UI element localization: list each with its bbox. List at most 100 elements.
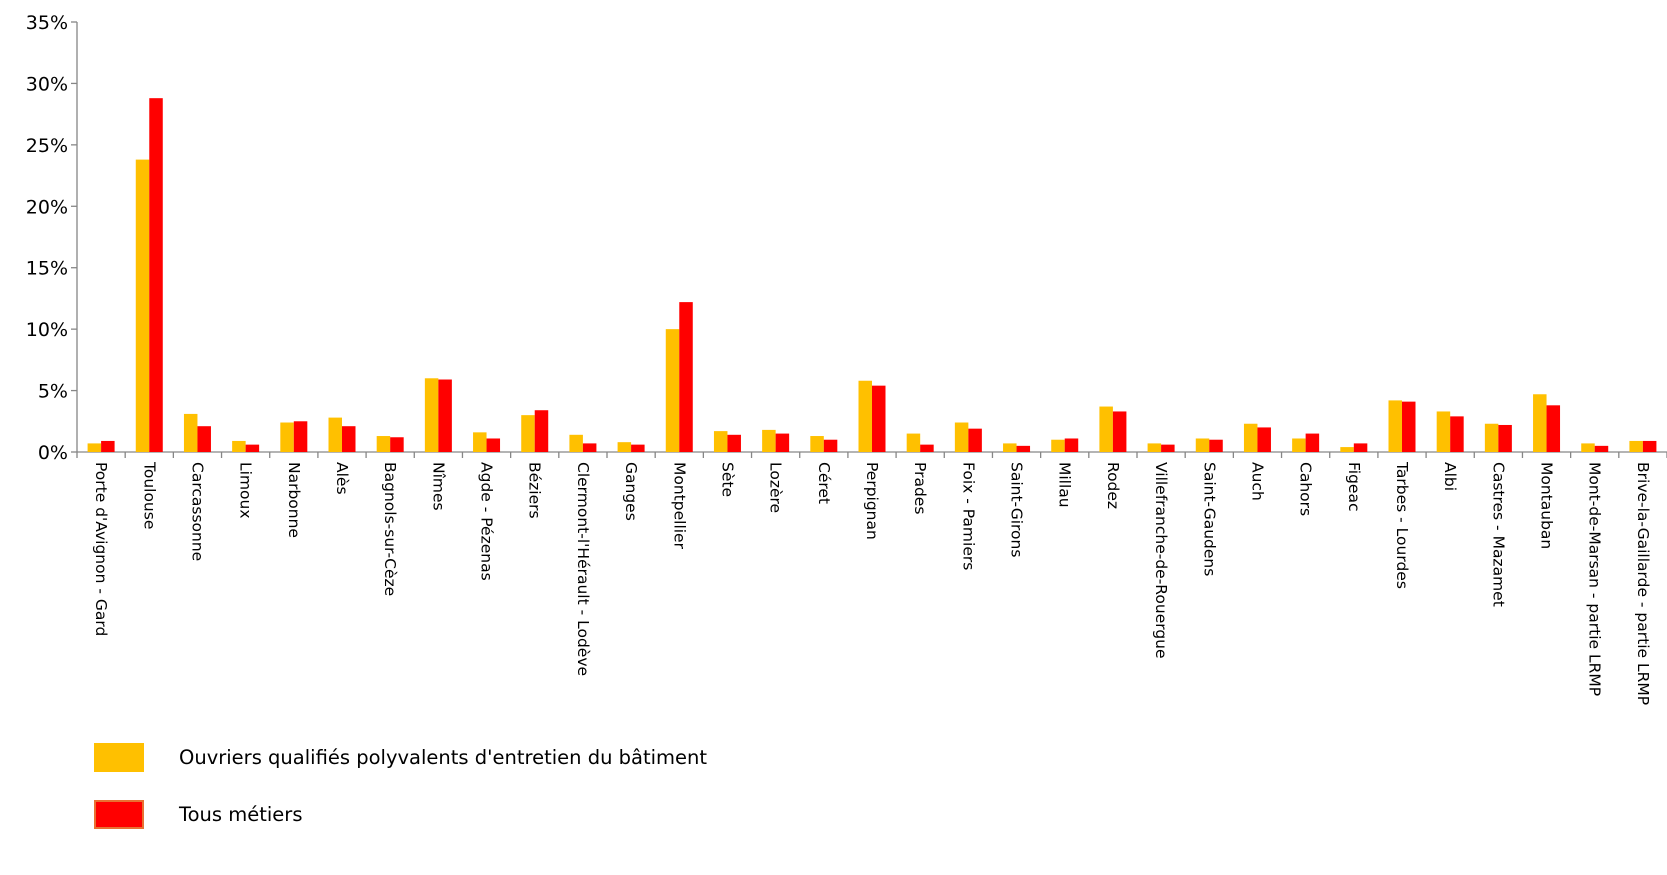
- bar-series-1: [810, 436, 824, 452]
- legend-label-series-2: Tous métiers: [179, 803, 303, 826]
- bar-series-1: [713, 431, 728, 452]
- legend-swatch-series-1: [94, 743, 144, 772]
- x-category-label: Millau: [1056, 462, 1074, 508]
- bar-series-2: [920, 444, 934, 452]
- bar-series-2: [486, 438, 501, 452]
- bar-series-1: [858, 380, 872, 452]
- bar-series-2: [968, 428, 982, 452]
- bar-series-2: [101, 440, 115, 452]
- bar-series-2: [1209, 439, 1223, 452]
- bar-series-1: [1629, 440, 1643, 452]
- bar-series-1: [569, 434, 583, 452]
- x-category-label: Agde - Pézenas: [478, 462, 496, 581]
- bar-series-2: [245, 444, 260, 452]
- x-category-label: Alès: [333, 462, 351, 495]
- bar-series-1: [1292, 438, 1306, 452]
- bar-series-2: [823, 439, 838, 452]
- x-category-label: Foix - Pamiers: [959, 462, 977, 570]
- bar-series-1: [521, 415, 535, 452]
- x-category-label: Perpignan: [863, 462, 881, 540]
- bar-series-1: [280, 422, 294, 452]
- bar-series-2: [534, 410, 549, 452]
- bar-series-2: [197, 426, 211, 452]
- bar-series-2: [582, 443, 597, 452]
- y-tick-label: 25%: [26, 135, 68, 157]
- bar-series-1: [376, 436, 391, 452]
- bar-series-2: [1112, 411, 1127, 452]
- x-category-label: Narbonne: [285, 462, 303, 538]
- x-category-label: Lozère: [767, 462, 785, 513]
- x-category-label: Prades: [911, 462, 929, 514]
- bar-series-1: [665, 329, 680, 452]
- x-category-label: Nîmes: [429, 462, 447, 511]
- bar-series-1: [1484, 423, 1499, 452]
- bar-series-1: [1243, 423, 1258, 452]
- x-category-label: Clermont-l'Hérault - Lodève: [574, 462, 592, 676]
- bar-series-2: [149, 98, 163, 453]
- x-category-label: Sète: [718, 462, 736, 497]
- bar-series-1: [1051, 439, 1065, 452]
- legend-item-series-2: Tous métiers: [94, 797, 707, 832]
- x-category-label: Tarbes - Lourdes: [1393, 461, 1411, 589]
- bar-series-1: [1099, 406, 1113, 452]
- x-axis: [76, 451, 1667, 458]
- x-category-label: Béziers: [526, 462, 544, 519]
- bar-series-1: [135, 159, 150, 452]
- y-tick-label: 20%: [26, 196, 68, 218]
- x-category-label: Saint-Gaudens: [1200, 462, 1218, 576]
- bar-series-1: [473, 432, 487, 452]
- bar-series-2: [1257, 427, 1271, 452]
- bar-series-1: [1388, 400, 1402, 452]
- bar-series-2: [342, 426, 356, 452]
- bar-series-1: [1436, 411, 1451, 452]
- bar-series-1: [617, 442, 632, 452]
- y-tick-label: 15%: [26, 258, 68, 280]
- x-category-label: Brive-la-Gaillarde - partie LRMP: [1634, 462, 1652, 705]
- bar-series-1: [1195, 438, 1210, 452]
- bar-series-1: [1340, 447, 1354, 452]
- bar-series-2: [1450, 416, 1464, 452]
- bar-series-1: [1003, 443, 1017, 452]
- y-tick-label: 0%: [38, 442, 68, 464]
- x-category-label: Bagnols-sur-Cèze: [381, 462, 399, 596]
- x-category-label: Saint-Girons: [1008, 462, 1026, 557]
- x-category-label: Villefranche-de-Rouergue: [1152, 462, 1170, 659]
- bar-series-2: [775, 433, 790, 452]
- y-tick-label: 30%: [26, 73, 68, 95]
- x-category-label: Figeac: [1345, 462, 1363, 512]
- x-category-label: Toulouse: [140, 461, 158, 529]
- x-category-label: Montauban: [1538, 462, 1556, 549]
- bar-series-2: [1064, 438, 1079, 452]
- bar-series-2: [1546, 405, 1561, 452]
- category-labels: Porte d'Avignon - Gard Toulouse Carcassonn…: [92, 461, 1652, 705]
- bar-series-2: [872, 385, 886, 452]
- bar-series-1: [1147, 443, 1162, 452]
- x-category-label: Ganges: [622, 462, 640, 521]
- bar-series-1: [762, 429, 776, 452]
- bar-series-2: [1161, 444, 1175, 452]
- x-category-label: Castres - Mazamet: [1489, 462, 1507, 607]
- bar-series-2: [631, 444, 645, 452]
- bar-series-2: [1642, 440, 1657, 452]
- x-category-label: Rodez: [1104, 462, 1122, 509]
- y-axis: 0% 5% 10% 15% 20% 25% 30% 35%: [26, 12, 78, 464]
- y-tick-label: 5%: [38, 381, 68, 403]
- bars: [87, 98, 1657, 453]
- bar-series-1: [424, 378, 439, 452]
- bar-series-2: [390, 437, 404, 452]
- bar-series-2: [727, 434, 741, 452]
- bar-series-1: [1581, 443, 1595, 452]
- bar-series-1: [87, 443, 102, 452]
- bar-series-2: [1594, 445, 1609, 452]
- bar-series-2: [1498, 424, 1512, 452]
- legend-label-series-1: Ouvriers qualifiés polyvalents d'entreti…: [179, 746, 708, 769]
- bar-series-2: [293, 421, 308, 452]
- x-category-label: Mont-de-Marsan - partie LRMP: [1586, 462, 1604, 696]
- bar-series-2: [1353, 443, 1368, 452]
- bar-series-1: [954, 422, 969, 452]
- bar-series-2: [679, 302, 693, 452]
- x-category-label: Carcassonne: [188, 462, 206, 561]
- x-category-label: Montpellier: [670, 462, 688, 550]
- bar-series-2: [1305, 433, 1320, 452]
